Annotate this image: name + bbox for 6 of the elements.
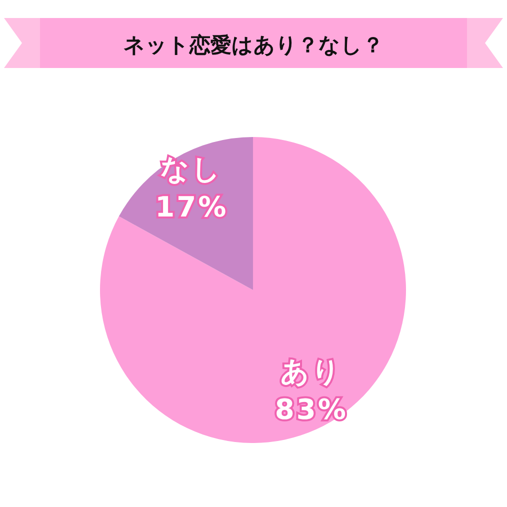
- data-label: 17%: [155, 190, 228, 224]
- data-label: 83%: [274, 392, 348, 426]
- slice-label: なし: [160, 152, 223, 186]
- slice-label: あり: [280, 354, 342, 388]
- pie-slice: [100, 137, 406, 443]
- chart-title: ネット恋愛はあり？なし？: [124, 33, 384, 57]
